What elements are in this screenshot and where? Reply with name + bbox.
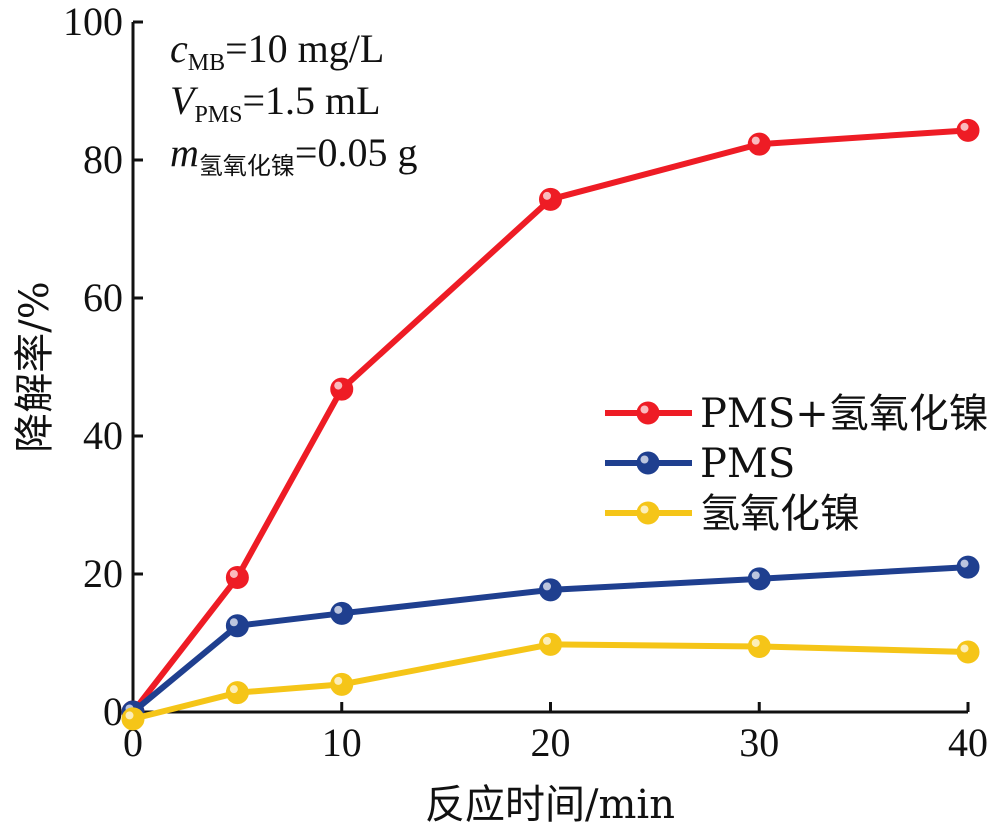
legend-item: 氢氧化镍 [605, 491, 860, 537]
y-tick-label: 40 [83, 413, 123, 458]
series-group [121, 118, 980, 731]
legend-marker [636, 451, 660, 475]
y-tick-label: 60 [83, 275, 123, 320]
y-tick-label: 100 [63, 0, 123, 44]
series-3 [121, 632, 980, 731]
series-line [130, 127, 969, 714]
data-point [747, 634, 771, 658]
ticks [131, 20, 970, 714]
y-tick-label: 0 [103, 689, 123, 734]
x-tick-label: 30 [739, 720, 779, 765]
legend-label: PMS+氢氧化镍 [700, 391, 989, 437]
legend-label: 氢氧化镍 [700, 491, 860, 537]
legend-item: PMS+氢氧化镍 [605, 391, 989, 437]
data-point [225, 614, 249, 638]
data-point [956, 640, 980, 664]
series-line [132, 641, 969, 722]
y-tick-label: 20 [83, 551, 123, 596]
x-tick-label: 0 [123, 720, 143, 765]
data-point [539, 632, 562, 656]
data-point [330, 672, 354, 696]
annotation-line: VPMS=1.5 mL [170, 78, 381, 128]
x-tick-label: 40 [948, 720, 988, 765]
data-point [747, 132, 771, 156]
data-point [225, 565, 249, 589]
data-point [956, 118, 980, 142]
data-point [747, 567, 771, 591]
x-tick-label: 10 [322, 720, 362, 765]
data-point [956, 555, 980, 579]
data-point [539, 187, 562, 211]
x-tick-label: 20 [531, 720, 571, 765]
data-point [539, 578, 562, 602]
data-point [225, 681, 249, 705]
data-point [330, 377, 354, 401]
axes [131, 22, 968, 714]
data-point [121, 707, 145, 731]
data-point [330, 601, 354, 625]
annotation-line: cMB=10 mg/L [170, 26, 384, 76]
legend-item: PMS [605, 441, 795, 487]
legend-marker [636, 501, 660, 525]
legend-marker [636, 401, 660, 425]
series-line [131, 564, 969, 715]
annotation-line: m氢氧化镍=0.05 g [170, 130, 417, 180]
tick-labels: 0 20 40 60 80 100 0 10 20 30 40 [63, 0, 988, 765]
y-tick-label: 80 [83, 137, 123, 182]
y-axis-title: 降解率/% [12, 281, 58, 452]
legend-label: PMS [700, 441, 795, 487]
x-axis-title: 反应时间/min [425, 782, 675, 828]
